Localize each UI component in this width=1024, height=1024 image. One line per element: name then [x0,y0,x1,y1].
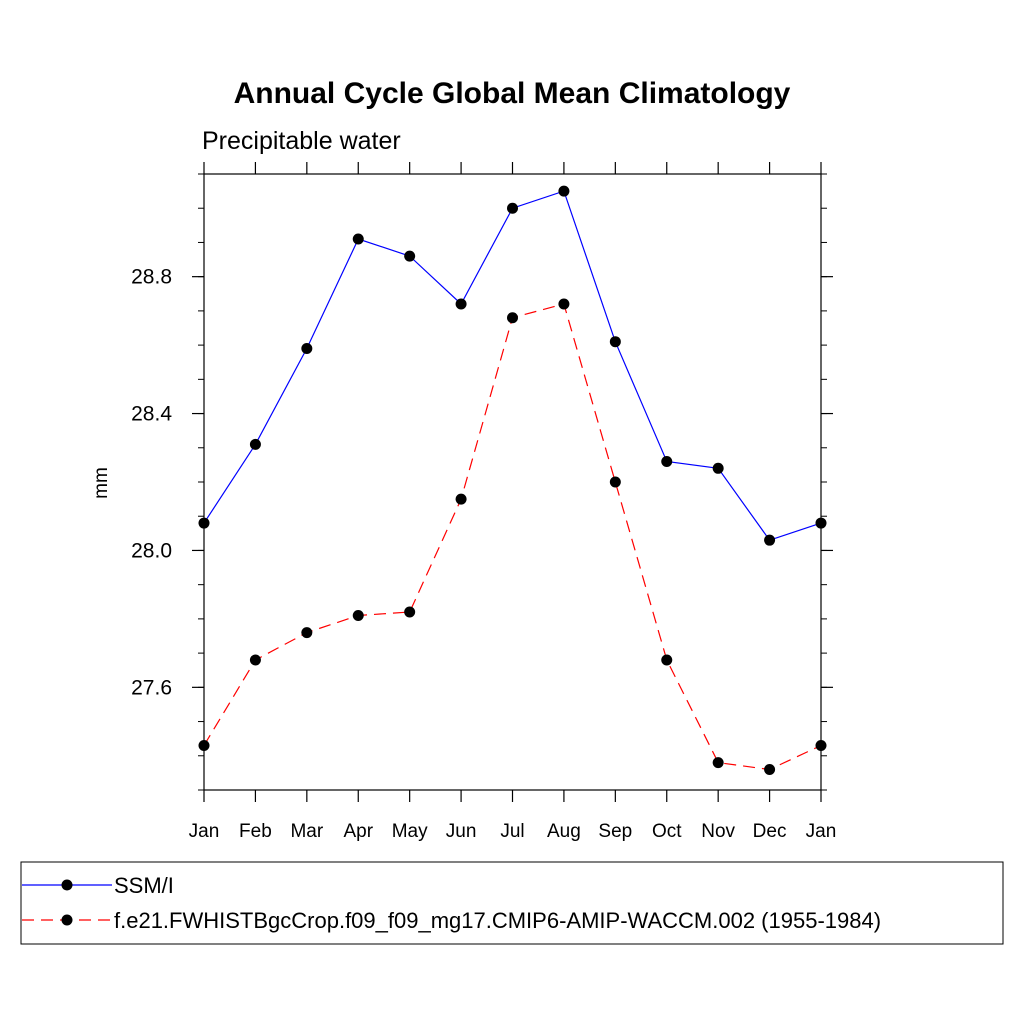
series-2-point [352,609,364,621]
series-1-point [609,336,621,348]
x-tick-label: Jan [806,821,837,842]
series-2-point [198,740,210,752]
series-1-point [352,233,364,245]
y-axis-label: mm [91,467,112,499]
x-tick-label: Mar [290,821,323,842]
series-1-point [661,455,673,467]
legend: SSM/I f.e21.FWHISTBgcCrop.f09_f09_mg17.CM… [22,873,881,933]
x-tick-label: Feb [239,821,272,842]
series-1-point [507,202,518,214]
series-line-2 [203,303,822,771]
x-tick-label: Dec [753,821,787,842]
chart-title: Annual Cycle Global Mean Climatology [234,77,791,110]
series-2-point [507,312,518,324]
series-2-point [404,606,416,618]
series-2-point [455,493,467,505]
series-1-point [558,185,570,197]
legend-box [20,861,1004,945]
x-tick-label: May [392,821,428,842]
series-1-point [301,343,313,355]
series-2-point [764,763,776,775]
legend-label-1: SSM/I [114,873,174,898]
series-2-point [558,298,570,310]
y-tick-label: 27.6 [131,676,172,699]
series-2-point [609,476,621,488]
series-1-point [712,462,724,474]
y-tick-label: 28.8 [131,266,172,289]
series-1-point [404,250,416,262]
series-layer [198,185,827,775]
series-1-point [455,298,467,310]
chart-subtitle: Precipitable water [202,127,401,155]
series-2-point [301,627,313,639]
x-tick-label: Aug [547,821,581,842]
x-tick-label: Apr [343,821,373,842]
x-tick-label: Nov [701,821,735,842]
series-line-1 [203,190,822,541]
series-1-point [815,517,827,529]
series-2-point [815,740,827,752]
axes-layer: Jan Feb Mar Apr May Jun Jul Aug Sep Oct Nov Dec Jan 2… [131,162,836,842]
series-1-point [198,517,210,529]
series-2-point [249,654,261,666]
y-tick-label: 28.4 [131,403,172,426]
legend-marker-2 [61,914,73,926]
series-2-point [661,654,673,666]
x-tick-label: Jan [189,821,220,842]
series-2-point [712,757,724,769]
series-1-point [249,438,261,450]
x-tick-label: Oct [652,821,682,842]
legend-label-2: f.e21.FWHISTBgcCrop.f09_f09_mg17.CMIP6-A… [114,908,881,933]
series-1-point [764,534,776,546]
legend-marker-1 [61,879,73,891]
x-tick-label: Jul [500,821,524,842]
y-tick-label: 28.0 [131,539,172,562]
x-tick-label: Sep [598,821,632,842]
x-tick-label: Jun [446,821,477,842]
